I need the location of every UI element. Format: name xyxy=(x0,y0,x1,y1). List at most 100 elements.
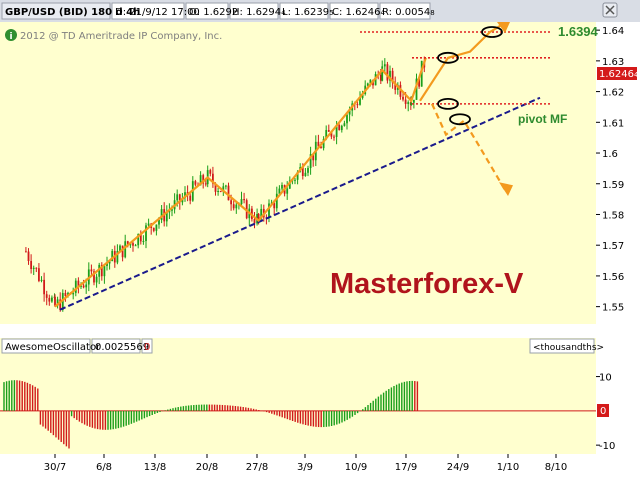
candle-body xyxy=(199,175,202,186)
target-ellipse xyxy=(449,113,471,126)
candle-body xyxy=(322,139,325,149)
candle-body xyxy=(407,102,410,104)
oscillator-panel xyxy=(0,338,596,454)
low-readout: L: 1.62395 xyxy=(282,7,334,18)
candle-body xyxy=(116,250,119,263)
date-tick-label: 17/9 xyxy=(395,462,417,473)
copyright-line: i 2012 @ TD Ameritrade IP Company, Inc. xyxy=(5,29,222,42)
candle-body xyxy=(415,78,418,100)
candle-body xyxy=(379,75,382,81)
open-readout: O: 1.6292 xyxy=(189,7,238,18)
candle-body xyxy=(95,276,98,283)
symbol-label[interactable]: GBP/USD (BID) 180 d 4h xyxy=(5,7,140,18)
candle-body xyxy=(160,209,163,220)
price-tick-label: 1.62 xyxy=(602,88,624,99)
candle-body xyxy=(348,110,351,115)
price-tick-label: 1.59 xyxy=(602,180,624,191)
candle-body xyxy=(402,96,404,100)
svg-text:1.62464: 1.62464 xyxy=(599,69,639,80)
candle-body xyxy=(312,154,315,161)
candle-body xyxy=(366,83,369,86)
price-tick-label: 1.55 xyxy=(602,303,624,314)
osc-tick-label: 10 xyxy=(599,373,612,384)
candle-body xyxy=(235,204,238,209)
candle-body xyxy=(307,168,309,173)
candle-body xyxy=(320,146,322,149)
candle-body xyxy=(346,114,348,124)
candle-body xyxy=(243,199,245,201)
oscillator-zero: 0 xyxy=(144,342,150,353)
oscillator-bars xyxy=(0,380,596,449)
candle-body xyxy=(106,263,108,266)
target-ellipse xyxy=(437,97,459,110)
candle-body xyxy=(240,199,243,205)
candle-body xyxy=(389,70,391,81)
candle-body xyxy=(225,185,227,187)
date-tick-label: 10/9 xyxy=(345,462,367,473)
high-readout: H: 1.62944 xyxy=(232,7,286,18)
candle-body xyxy=(134,245,137,247)
candle-body xyxy=(304,172,307,177)
candles xyxy=(25,56,426,312)
candle-body xyxy=(394,82,397,90)
target-ellipse xyxy=(437,51,459,64)
bear-projection xyxy=(430,103,506,191)
candle-body xyxy=(325,130,328,140)
candle-body xyxy=(260,208,263,220)
target-label: 1.6394 xyxy=(558,24,599,39)
candle-body xyxy=(27,251,30,262)
watermark: Masterforex-V xyxy=(330,268,524,300)
candle-body xyxy=(335,125,338,137)
price-tick-label: 1.6 xyxy=(602,149,618,160)
candle-body xyxy=(45,294,48,298)
candle-body xyxy=(230,200,232,205)
candle-body xyxy=(214,183,217,192)
price-tick-label: 1.56 xyxy=(602,272,624,283)
candle-body xyxy=(25,251,27,253)
price-tick-label: 1.63 xyxy=(602,57,624,68)
close-icon[interactable] xyxy=(602,2,618,18)
copyright-text: 2012 @ TD Ameritrade IP Company, Inc. xyxy=(20,31,222,42)
candle-body xyxy=(80,285,82,287)
candle-body xyxy=(338,125,341,131)
oscillator-units: <thousandths> xyxy=(533,343,604,353)
candle-body xyxy=(56,299,59,306)
date-axis xyxy=(0,454,640,480)
candle-body xyxy=(217,190,219,192)
date-readout: D: 21/9/12 17:00 xyxy=(115,7,200,18)
candle-body xyxy=(202,175,205,184)
date-tick-label: 30/7 xyxy=(44,462,66,473)
candle-body xyxy=(189,195,192,201)
candle-body xyxy=(383,64,386,67)
candle-body xyxy=(145,225,147,242)
analysis-overlay xyxy=(54,21,552,311)
info-icon[interactable] xyxy=(5,29,17,41)
date-tick-label: 24/9 xyxy=(447,462,469,473)
price-tick-label: 1.61 xyxy=(602,118,624,129)
candle-body xyxy=(333,136,335,138)
candle-body xyxy=(48,297,51,302)
candle-body xyxy=(253,219,256,224)
price-tick-label: 1.57 xyxy=(602,241,624,252)
date-tick-label: 13/8 xyxy=(144,462,166,473)
oscillator-header: AwesomeOscillator 0.0025569 0 <thousandt… xyxy=(1,338,604,354)
candle-body xyxy=(356,104,359,106)
candle-body xyxy=(108,261,111,264)
candle-body xyxy=(126,241,129,246)
candle-body xyxy=(222,186,225,192)
svg-text:i: i xyxy=(9,32,12,42)
oscillator-name[interactable]: AwesomeOscillator xyxy=(5,342,101,353)
candle-body xyxy=(165,212,168,222)
candle-body xyxy=(100,264,103,277)
candle-body xyxy=(268,203,270,219)
bear-arrow-icon xyxy=(499,182,513,197)
candle-body xyxy=(176,194,179,201)
candle-body xyxy=(178,194,181,203)
candle-body xyxy=(340,125,343,131)
price-axis-ticks: 1.55 1.56 1.57 1.58 1.59 1.6 1.61 1.62 1.63 1.64 xyxy=(596,26,624,314)
candle-body xyxy=(194,181,197,185)
date-tick-label: 27/8 xyxy=(246,462,268,473)
oscillator-zero-badge: 0 xyxy=(597,404,609,417)
candle-body xyxy=(124,241,127,258)
